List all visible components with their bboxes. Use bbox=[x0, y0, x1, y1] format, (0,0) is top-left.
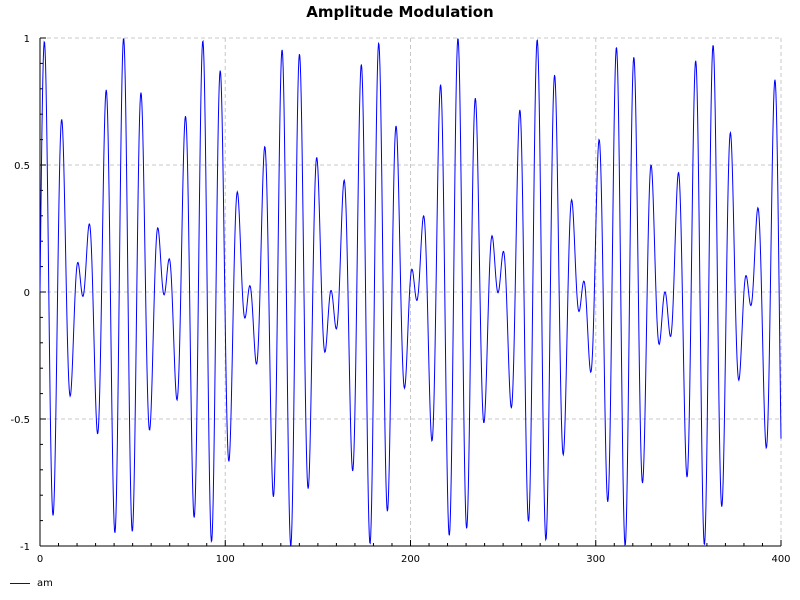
tick-label-layer: 0 100 200 300 400 -1 -0.5 0 0.5 1 bbox=[10, 34, 790, 565]
y-tick-label-3: 0.5 bbox=[14, 161, 30, 172]
grid-layer bbox=[40, 37, 782, 547]
x-tick-label-2: 200 bbox=[401, 554, 420, 565]
series-layer bbox=[39, 38, 782, 546]
y-tick-label-2: 0 bbox=[24, 288, 30, 299]
x-tick-label-4: 400 bbox=[771, 554, 790, 565]
x-tick-label-1: 100 bbox=[216, 554, 235, 565]
y-tick-label-0: -1 bbox=[20, 542, 30, 553]
x-tick-label-3: 300 bbox=[586, 554, 605, 565]
legend-label-am: am bbox=[37, 577, 53, 589]
x-tick-label-0: 0 bbox=[37, 554, 43, 565]
chart-title: Amplitude Modulation bbox=[306, 3, 494, 21]
y-tick-label-1: -0.5 bbox=[10, 415, 30, 426]
legend: am bbox=[10, 576, 53, 590]
series-line-am bbox=[39, 38, 782, 546]
legend-swatch-am bbox=[10, 582, 30, 584]
y-tick-label-4: 1 bbox=[24, 34, 30, 45]
